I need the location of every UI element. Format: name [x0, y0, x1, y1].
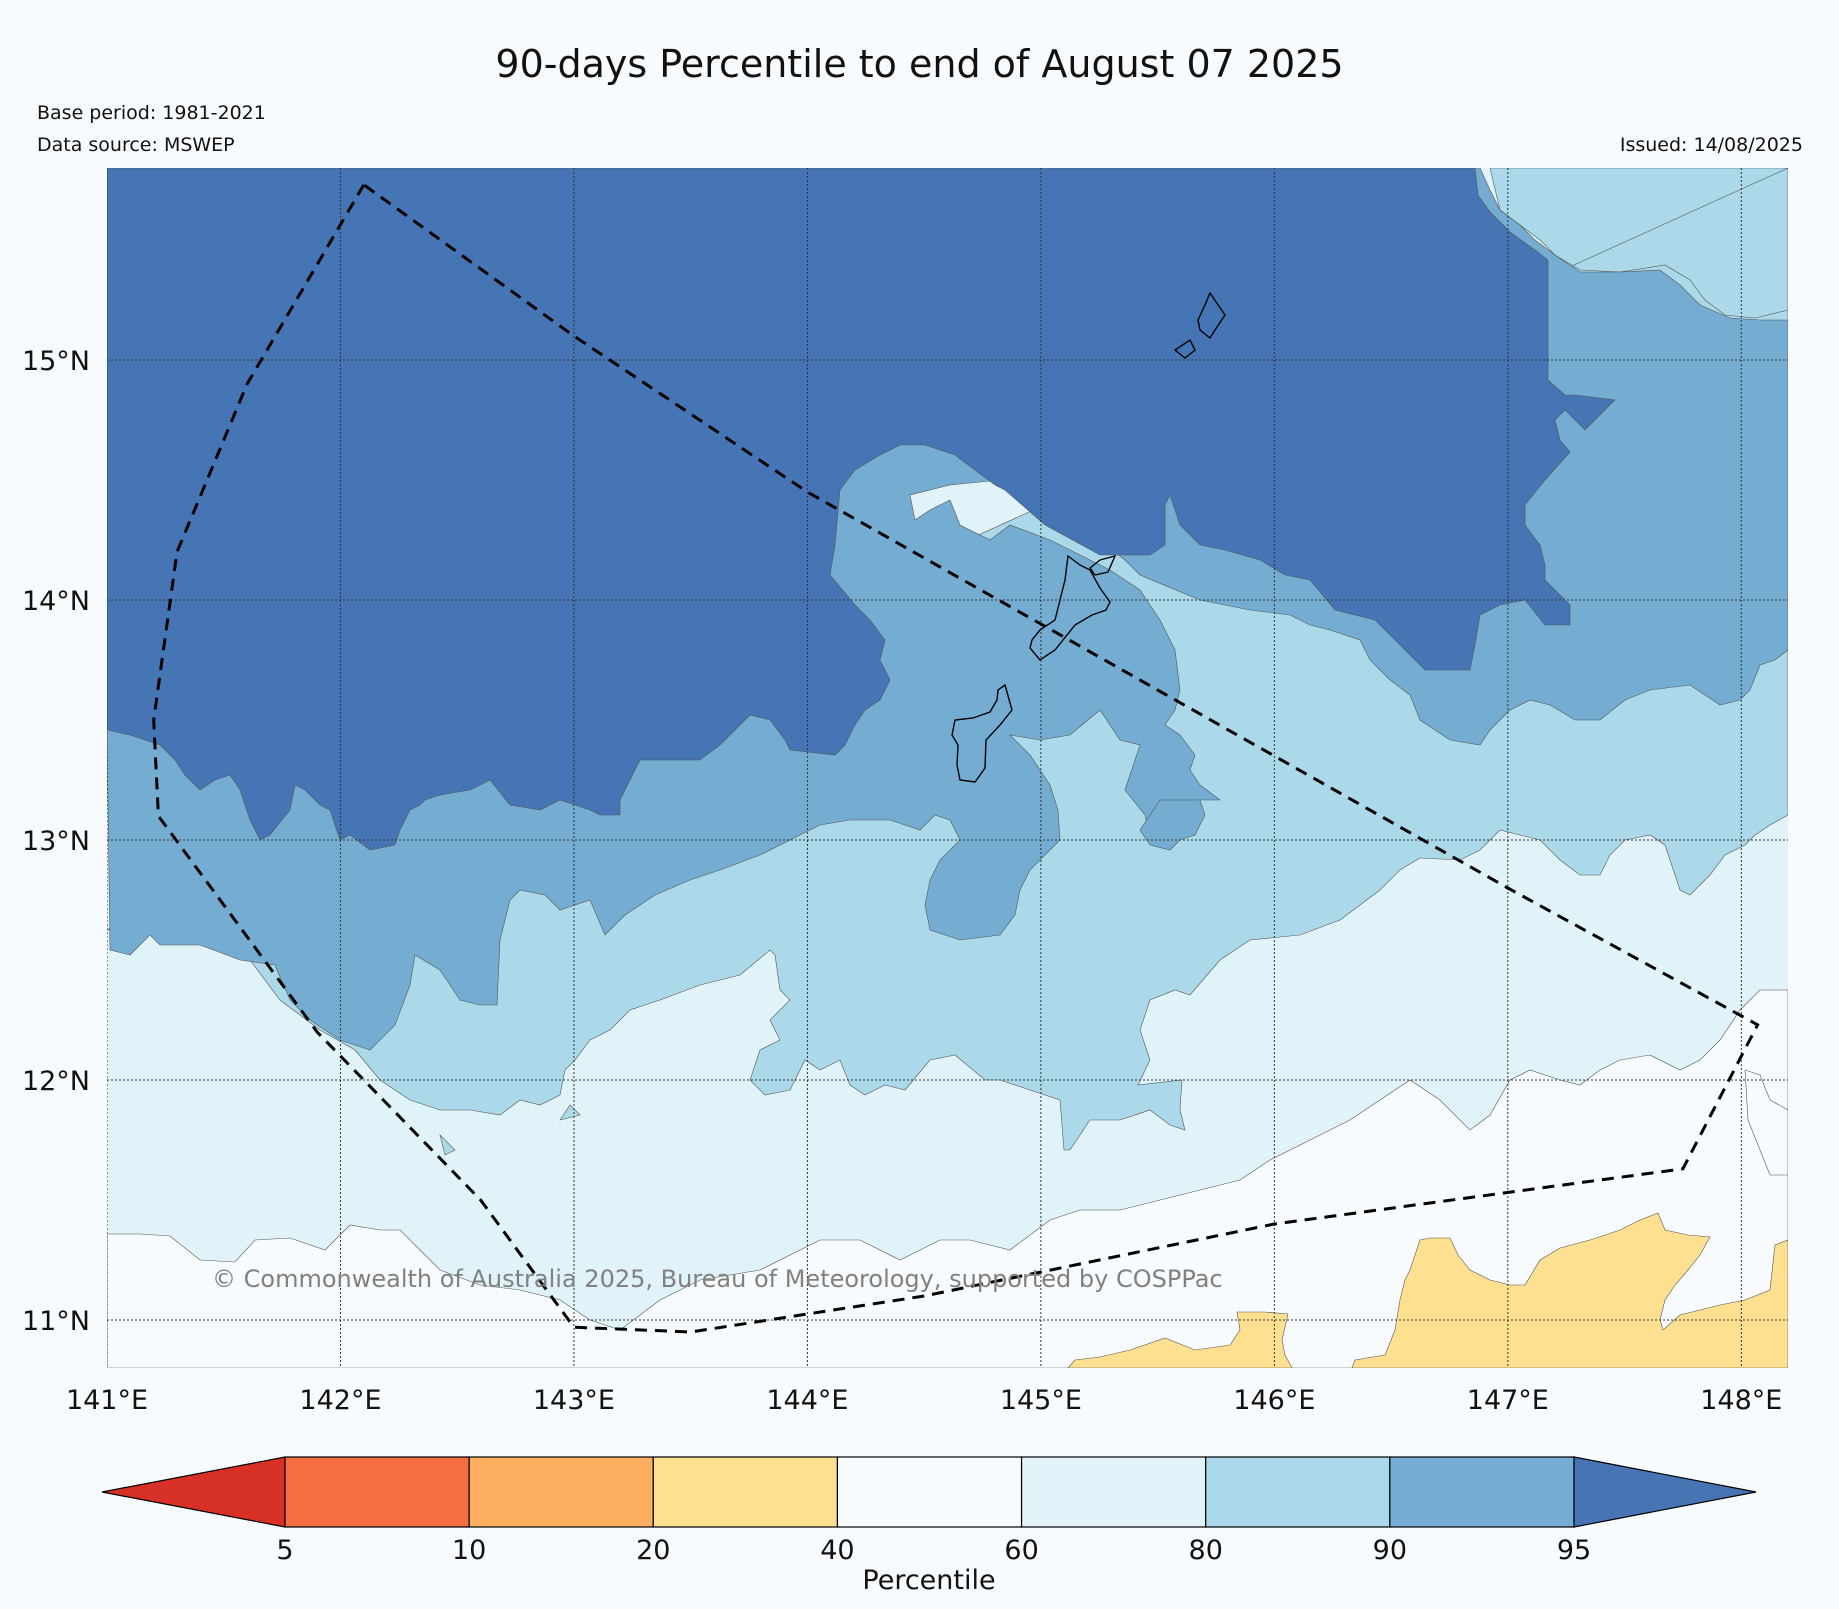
- patch-80-90-sw: [559, 1104, 581, 1121]
- map-title: 90-days Percentile to end of August 07 2…: [495, 42, 1344, 86]
- patch-80-90-sw2: [439, 1134, 456, 1156]
- island-saipan: [1197, 291, 1226, 340]
- colorbar-segment: [652, 1456, 839, 1528]
- band-40-60-patch: [1744, 1069, 1788, 1176]
- lon-tick-label: 144°E: [766, 1385, 848, 1416]
- colorbar-tick-label: 60: [1004, 1535, 1038, 1566]
- island-tinian: [1089, 554, 1117, 576]
- copyright-credit: © Commonwealth of Australia 2025, Bureau…: [212, 1265, 1223, 1293]
- colorbar-label: Percentile: [862, 1565, 995, 1596]
- lon-tick-label: 146°E: [1233, 1385, 1315, 1416]
- colorbar-segment: [1389, 1456, 1575, 1528]
- colorbar-segment: [836, 1456, 1023, 1528]
- issued-date-text: Issued: 14/08/2025: [1619, 134, 1803, 156]
- region-boundary-outline: [152, 183, 1760, 1334]
- lat-tick-label: 14°N: [22, 586, 90, 617]
- colorbar-extend-low: [101, 1456, 286, 1528]
- colorbar-tick-label: 90: [1373, 1535, 1407, 1566]
- colorbar-tick-label: 20: [636, 1535, 670, 1566]
- colorbar-tick-label: 5: [276, 1535, 293, 1566]
- colorbar-extend-high: [1573, 1456, 1757, 1528]
- colorbar-tick-label: 10: [452, 1535, 486, 1566]
- colorbar-tick-label: 95: [1557, 1535, 1591, 1566]
- band-above-95: [107, 168, 1616, 851]
- island-rota: [1029, 554, 1111, 661]
- lon-tick-label: 145°E: [1000, 1385, 1082, 1416]
- colorbar: 5 10 20 40 60 80 90 95: [101, 1456, 1757, 1566]
- colorbar-segment: [1020, 1456, 1207, 1528]
- lat-tick-label: 15°N: [22, 346, 90, 377]
- colorbar-tick-label: 40: [820, 1535, 854, 1566]
- colorbar-tick-label: 80: [1189, 1535, 1223, 1566]
- base-period-text: Base period: 1981-2021: [37, 102, 266, 124]
- patch-90-95-guam-area: [1139, 799, 1206, 851]
- lon-tick-label: 142°E: [299, 1385, 381, 1416]
- colorbar-segment: [284, 1456, 470, 1528]
- band-20-40-east: [1351, 1212, 1788, 1368]
- map-plot-area: [107, 168, 1788, 1368]
- lon-tick-label: 143°E: [533, 1385, 615, 1416]
- lat-tick-label: 13°N: [22, 826, 90, 857]
- latitude-ticks: 11°N 12°N 13°N 14°N 15°N: [22, 346, 90, 1337]
- lat-tick-label: 11°N: [22, 1306, 90, 1337]
- colorbar-segment: [468, 1456, 654, 1528]
- lon-tick-label: 147°E: [1467, 1385, 1549, 1416]
- lon-tick-label: 141°E: [66, 1385, 148, 1416]
- data-source-text: Data source: MSWEP: [37, 134, 235, 156]
- lat-tick-label: 12°N: [22, 1066, 90, 1097]
- band-20-40-west: [1067, 1311, 1293, 1368]
- gridlines: [107, 168, 1788, 1368]
- band-40-60: [107, 989, 1788, 1368]
- island-guam: [951, 683, 1013, 783]
- colorbar-segment: [1205, 1456, 1391, 1528]
- island-anatahan: [1173, 338, 1196, 359]
- lon-tick-label: 148°E: [1700, 1385, 1782, 1416]
- longitude-ticks: 141°E 142°E 143°E 144°E 145°E 146°E 147°E 148°E: [66, 1385, 1782, 1416]
- islands: [951, 291, 1226, 783]
